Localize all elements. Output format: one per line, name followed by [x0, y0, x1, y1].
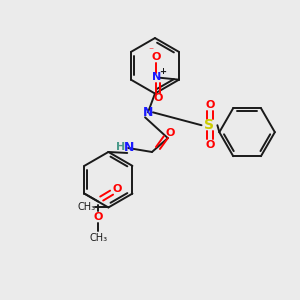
Text: O: O: [94, 212, 103, 222]
Text: N: N: [143, 106, 153, 119]
Text: O: O: [154, 94, 163, 103]
Text: O: O: [206, 140, 215, 150]
Text: O: O: [206, 100, 215, 110]
Text: CH₃: CH₃: [77, 202, 96, 212]
Text: O: O: [112, 184, 122, 194]
Text: O: O: [152, 52, 161, 62]
Text: CH₃: CH₃: [89, 233, 107, 243]
Text: S: S: [204, 118, 214, 132]
Text: N: N: [152, 72, 161, 82]
Text: ⁻: ⁻: [149, 46, 154, 56]
Text: H: H: [116, 142, 125, 152]
Text: +: +: [159, 67, 166, 76]
Text: O: O: [165, 128, 175, 138]
Text: N: N: [124, 140, 134, 154]
